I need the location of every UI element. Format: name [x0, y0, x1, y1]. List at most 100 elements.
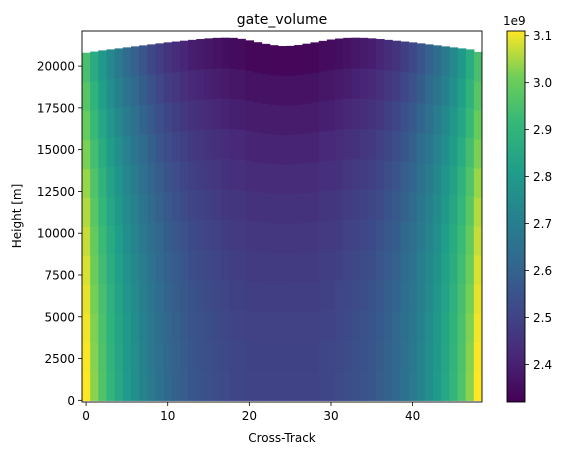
heatmap-cell	[212, 37, 222, 69]
heatmap-cell	[433, 282, 442, 313]
heatmap-cell	[122, 76, 132, 107]
heatmap-cell	[245, 280, 255, 311]
heatmap-cell	[106, 78, 116, 109]
heatmap-cell	[294, 163, 303, 194]
heatmap-cell	[277, 134, 287, 165]
heatmap-cell	[204, 340, 214, 371]
heatmap-cell	[188, 129, 197, 161]
heatmap-cell	[310, 251, 320, 282]
heatmap-cell	[326, 280, 336, 311]
heatmap-cell	[351, 128, 361, 160]
heatmap-cell	[122, 106, 132, 137]
heatmap-cell	[261, 162, 271, 193]
heatmap-cell	[237, 249, 246, 281]
heatmap-cell	[335, 68, 344, 100]
heatmap-cell	[163, 310, 173, 342]
heatmap-cell	[179, 160, 189, 192]
heatmap-cell	[188, 220, 197, 251]
heatmap-cell	[130, 223, 140, 254]
heatmap-cell	[114, 195, 124, 225]
heatmap-cell	[351, 98, 361, 129]
heatmap-cell	[188, 190, 197, 221]
heatmap-cell	[90, 313, 99, 343]
heatmap-cell	[106, 166, 116, 197]
heatmap-cell	[245, 250, 255, 281]
heatmap-cell	[188, 69, 197, 101]
heatmap-cell	[384, 69, 393, 101]
heatmap-cell	[286, 252, 295, 283]
heatmap-cell	[367, 370, 377, 401]
heatmap-cell	[441, 223, 450, 254]
heatmap-cell	[147, 74, 157, 105]
heatmap-cell	[400, 41, 410, 73]
heatmap-cell	[90, 255, 99, 285]
heatmap-cell	[106, 254, 116, 284]
heatmap-cell	[416, 340, 426, 372]
heatmap-cell	[359, 309, 369, 341]
heatmap-cell	[179, 310, 189, 341]
heatmap-cell	[465, 49, 475, 80]
heatmap-cell	[114, 107, 124, 137]
heatmap-cell	[163, 221, 173, 252]
colorbar	[506, 30, 526, 403]
x-tick-label: 10	[160, 409, 175, 423]
heatmap-cell	[302, 43, 312, 75]
heatmap-cell	[204, 68, 214, 100]
heatmap-cell	[473, 284, 482, 314]
heatmap-cell	[228, 370, 238, 401]
heatmap-cell	[457, 195, 467, 225]
heatmap-cell	[269, 45, 279, 76]
heatmap-cell	[392, 40, 401, 72]
heatmap-cell	[326, 219, 336, 251]
heatmap-cell	[204, 219, 214, 251]
heatmap-cell	[114, 136, 124, 167]
heatmap-cell	[220, 219, 230, 250]
heatmap-cell	[130, 105, 140, 136]
heatmap-cell	[277, 370, 287, 401]
heatmap-cell	[449, 76, 459, 107]
heatmap-cell	[196, 219, 206, 251]
heatmap-cell	[343, 279, 352, 311]
heatmap-cell	[220, 158, 230, 190]
heatmap-cell	[465, 137, 475, 167]
heatmap-cell	[473, 371, 482, 401]
heatmap-cell	[441, 341, 450, 372]
heatmap-cell	[196, 129, 206, 161]
heatmap-cell	[130, 46, 140, 77]
heatmap-cell	[228, 98, 238, 130]
heatmap-cell	[130, 282, 140, 313]
heatmap-cell	[343, 68, 352, 99]
heatmap-cell	[375, 249, 385, 281]
heatmap-cell	[130, 193, 140, 224]
heatmap-cell	[220, 370, 230, 401]
heatmap-cell	[441, 105, 450, 136]
heatmap-cell	[163, 102, 173, 133]
heatmap-cell	[147, 370, 157, 401]
heatmap-cell	[294, 104, 303, 135]
heatmap-cell	[171, 131, 181, 162]
heatmap-cell	[212, 219, 222, 250]
heatmap-cell	[163, 131, 173, 163]
heatmap-cell	[351, 219, 361, 250]
heatmap-cell	[449, 223, 459, 254]
heatmap-cell	[204, 128, 214, 160]
heatmap-cell	[375, 99, 385, 130]
heatmap-cell	[433, 163, 442, 194]
heatmap-cell	[449, 282, 459, 313]
heatmap-cell	[408, 251, 418, 282]
heatmap-cell	[220, 279, 230, 311]
heatmap-cell	[416, 251, 426, 282]
heatmap-cell	[326, 189, 336, 221]
heatmap-cell	[343, 339, 352, 371]
heatmap-cell	[465, 195, 475, 226]
heatmap-cell	[98, 79, 108, 110]
heatmap-cell	[433, 311, 442, 342]
heatmap-cell	[163, 72, 173, 103]
heatmap-cell	[359, 219, 369, 250]
heatmap-cell	[245, 100, 255, 131]
heatmap-cell	[261, 73, 271, 104]
heatmap-cell	[269, 281, 279, 313]
heatmap-cell	[408, 161, 418, 193]
heatmap-cell	[253, 161, 263, 193]
heatmap-cell	[82, 110, 91, 141]
